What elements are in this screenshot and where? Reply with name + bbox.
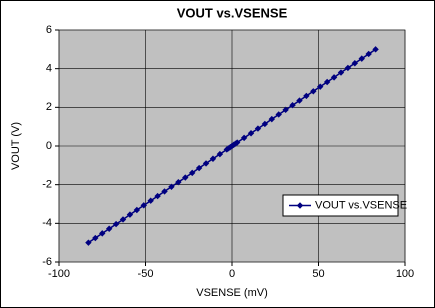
x-tick-label: 50 bbox=[312, 268, 324, 280]
data-point bbox=[317, 83, 324, 90]
data-point bbox=[254, 125, 262, 132]
x-tick-label: 100 bbox=[396, 268, 414, 280]
data-point bbox=[310, 88, 317, 95]
legend-label: VOUT vs.VSENSE bbox=[315, 199, 407, 211]
data-point bbox=[247, 130, 255, 137]
data-point bbox=[268, 115, 275, 123]
data-point bbox=[195, 164, 203, 172]
data-point bbox=[182, 174, 189, 181]
data-point bbox=[372, 46, 379, 53]
data-point bbox=[282, 106, 289, 114]
data-point bbox=[112, 220, 120, 228]
data-point bbox=[289, 102, 296, 109]
data-point bbox=[365, 50, 372, 58]
data-point bbox=[154, 192, 161, 200]
y-tick-label: 0 bbox=[46, 140, 52, 152]
data-point bbox=[358, 55, 365, 62]
data-point bbox=[140, 202, 147, 209]
data-point bbox=[337, 69, 345, 76]
data-point bbox=[216, 150, 224, 158]
data-point bbox=[189, 169, 196, 177]
data-point bbox=[105, 225, 113, 232]
data-point bbox=[296, 97, 303, 104]
x-tick-label: -100 bbox=[48, 268, 70, 280]
y-tick-label: 2 bbox=[46, 101, 52, 113]
y-axis-label: VOUT (V) bbox=[10, 122, 22, 170]
data-point bbox=[344, 64, 352, 72]
y-tick-label: -2 bbox=[42, 179, 52, 191]
data-point bbox=[99, 230, 106, 237]
data-point bbox=[119, 216, 127, 223]
x-axis-label: VSENSE (mV) bbox=[196, 287, 268, 299]
data-point bbox=[92, 234, 99, 242]
y-tick-label: 6 bbox=[46, 24, 52, 36]
data-point bbox=[323, 78, 331, 86]
y-tick-label: 4 bbox=[46, 63, 52, 75]
data-point bbox=[303, 92, 310, 100]
y-tick-label: -4 bbox=[42, 217, 52, 229]
data-point bbox=[351, 60, 359, 67]
data-point bbox=[85, 239, 92, 246]
data-point bbox=[126, 211, 134, 218]
data-point bbox=[147, 197, 154, 204]
data-point bbox=[133, 206, 141, 214]
x-tick-label: 0 bbox=[229, 268, 235, 280]
legend-marker bbox=[296, 202, 304, 209]
data-point bbox=[240, 134, 248, 142]
data-point bbox=[161, 188, 168, 195]
legend-box bbox=[282, 194, 399, 217]
data-point bbox=[175, 178, 182, 186]
y-tick-label: -6 bbox=[42, 256, 52, 268]
data-point bbox=[330, 74, 338, 81]
data-point bbox=[209, 155, 217, 162]
chart-title: VOUT vs.VSENSE bbox=[177, 5, 288, 20]
data-point bbox=[233, 139, 241, 146]
data-point bbox=[261, 120, 269, 128]
data-point bbox=[168, 183, 175, 190]
data-point bbox=[275, 111, 282, 118]
x-tick-label: -50 bbox=[138, 268, 154, 280]
data-point bbox=[202, 160, 210, 167]
